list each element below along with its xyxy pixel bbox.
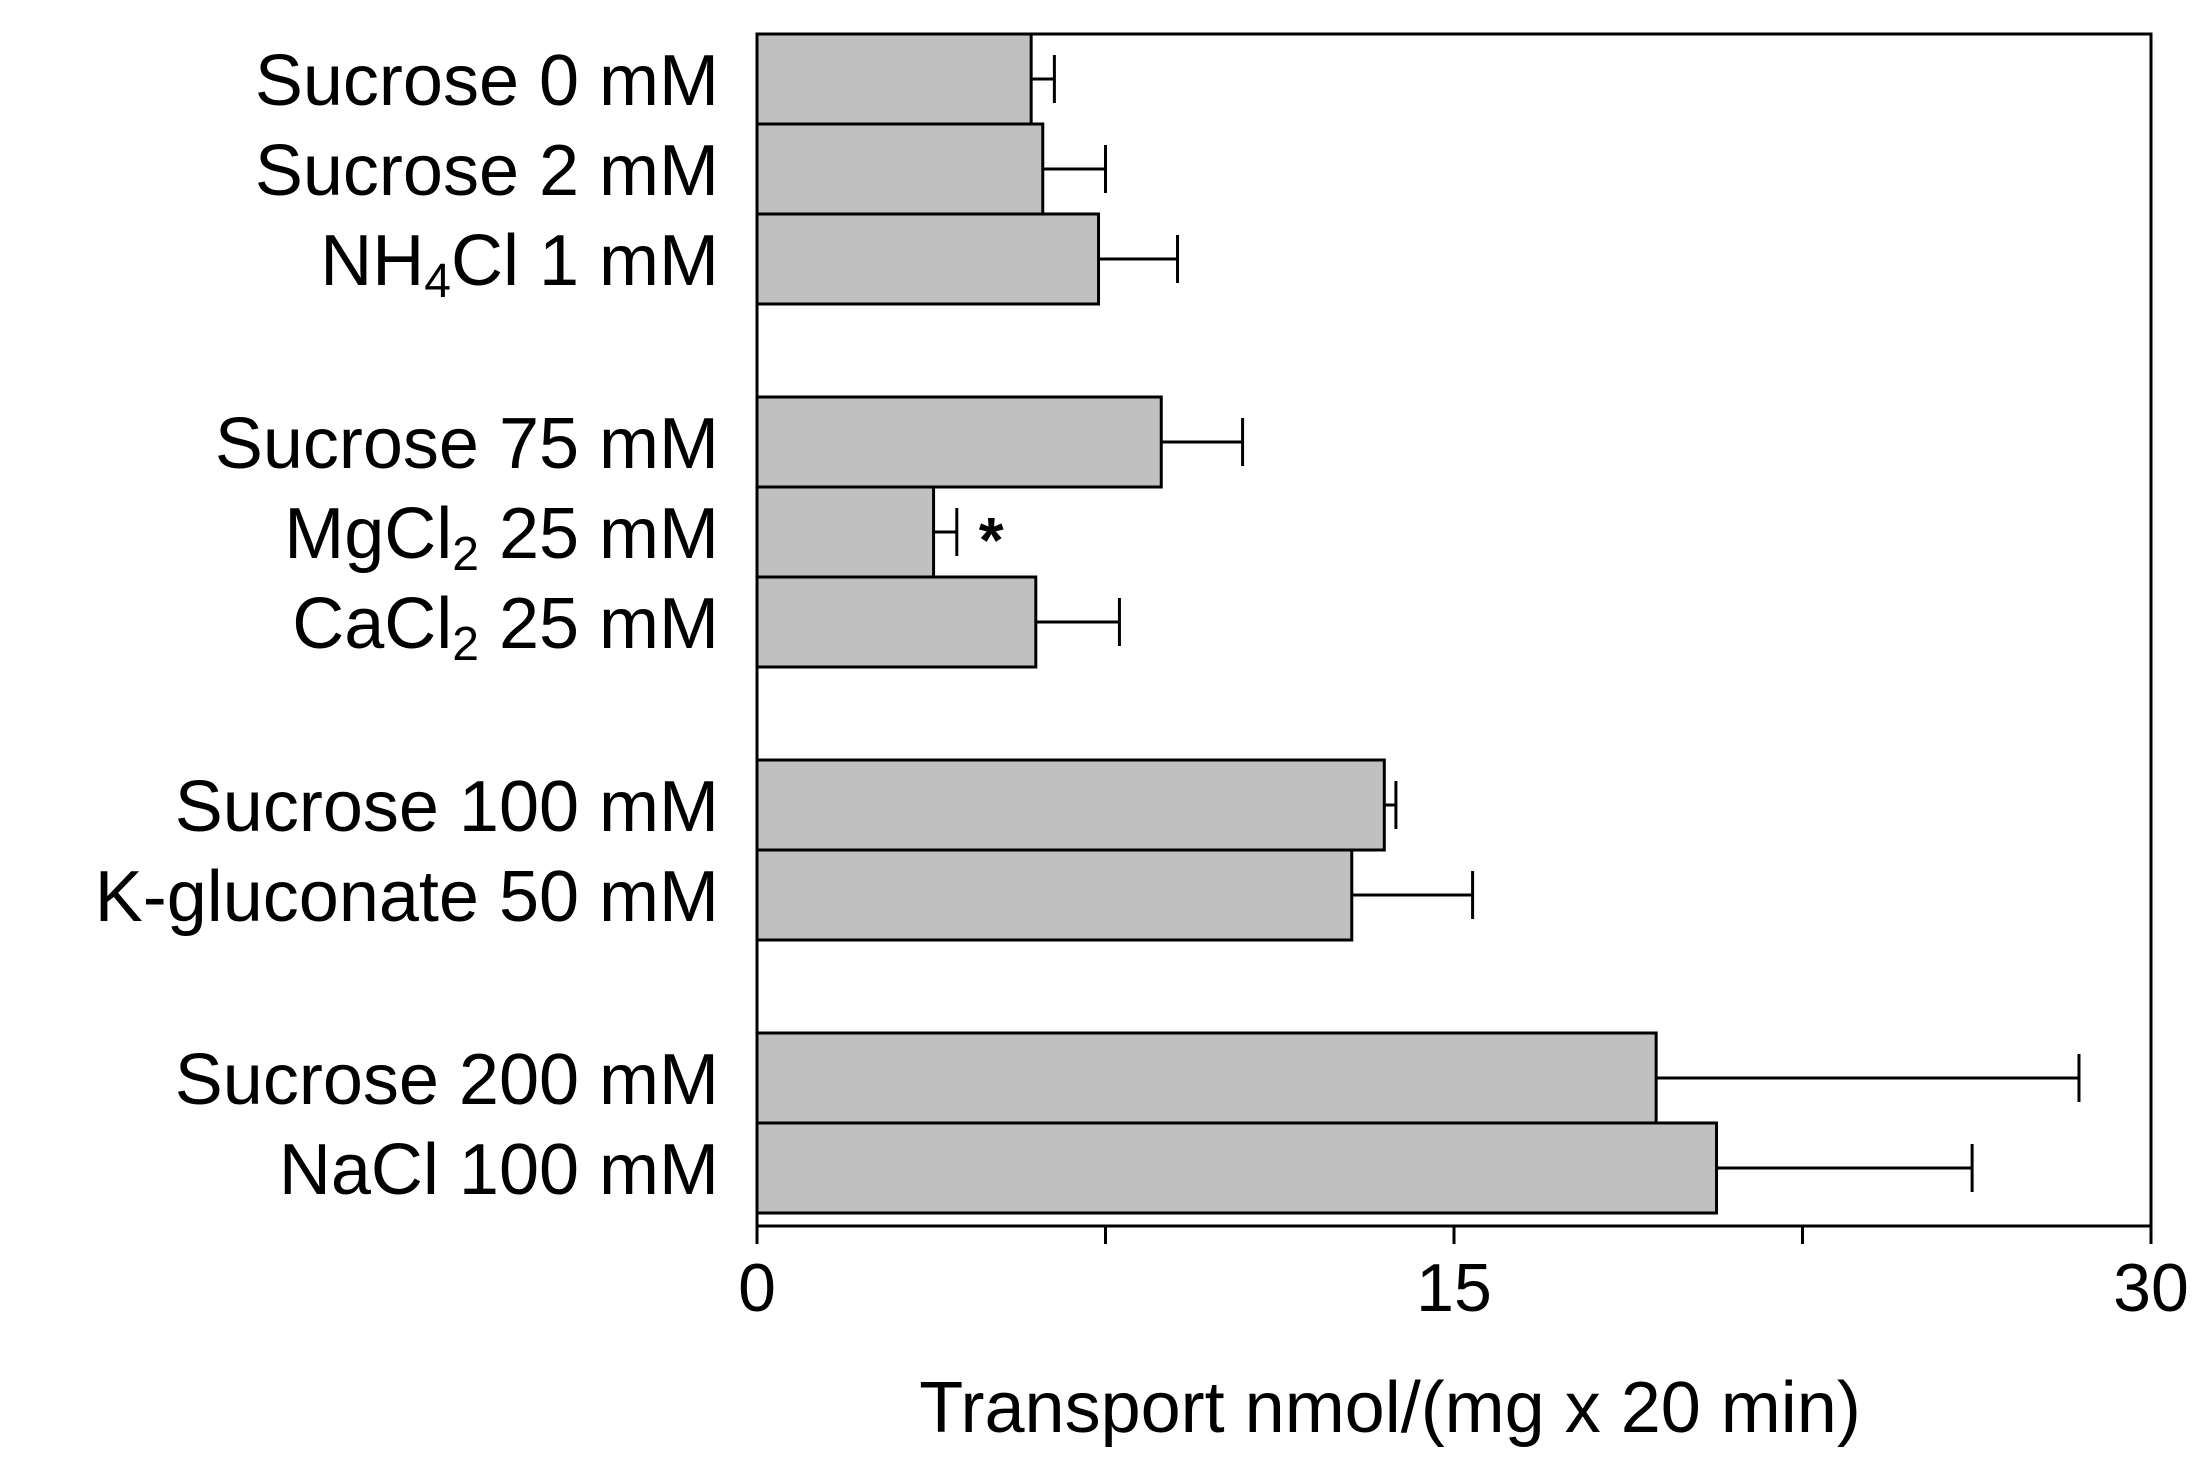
category-labels-layer: Sucrose 0 mM Sucrose 2 mM NH4Cl 1 mM Sucros… xyxy=(95,41,719,1210)
x-axis-title: Transport nmol/(mg x 20 min) xyxy=(919,1368,1861,1448)
bar-cacl2-25-mm xyxy=(755,575,1038,669)
bar-nacl-100-mm xyxy=(755,1121,1719,1215)
significance-mark: * xyxy=(979,504,1004,576)
bar-sucrose-200-mm xyxy=(755,1031,1658,1125)
label-text: 25 mM xyxy=(479,584,719,664)
label-subscript: 2 xyxy=(452,528,479,581)
x-tick-label: 0 xyxy=(738,1250,776,1326)
bar-k-gluconate-50-mm xyxy=(755,848,1354,942)
category-label-sucrose-200-mm: Sucrose 200 mM xyxy=(175,1040,719,1120)
error-bars-layer: * xyxy=(933,55,2081,1192)
label-text: Cl 1 mM xyxy=(451,221,719,301)
category-label-mgcl2-25-mm: MgCl2 25 mM xyxy=(284,494,719,581)
category-label-nh4cl-1-mm: NH4Cl 1 mM xyxy=(320,221,719,308)
bar-sucrose-100-mm xyxy=(755,758,1386,852)
label-text: CaCl xyxy=(292,584,452,664)
category-label-sucrose-2-mm: Sucrose 2 mM xyxy=(255,131,719,211)
x-tick-label: 15 xyxy=(1416,1250,1492,1326)
label-text: NH xyxy=(320,221,424,301)
label-text: MgCl xyxy=(284,494,452,574)
category-label-cacl2-25-mm: CaCl2 25 mM xyxy=(292,584,719,671)
label-subscript: 4 xyxy=(424,255,451,308)
category-label-sucrose-75-mm: Sucrose 75 mM xyxy=(215,404,719,484)
label-subscript: 2 xyxy=(452,618,479,671)
category-label-sucrose-100-mm: Sucrose 100 mM xyxy=(175,767,719,847)
x-axis-ticks-layer: 0 15 30 xyxy=(738,1226,2189,1326)
bar-sucrose-2-mm xyxy=(755,122,1045,216)
bar-nh4cl-1-mm xyxy=(755,212,1101,306)
category-label-nacl-100-mm: NaCl 100 mM xyxy=(279,1130,719,1210)
bars-layer xyxy=(755,32,1719,1215)
bar-mgcl2-25-mm xyxy=(755,485,936,579)
category-label-k-gluconate-50-mm: K-gluconate 50 mM xyxy=(95,857,719,937)
category-label-sucrose-0-mm: Sucrose 0 mM xyxy=(255,41,719,121)
x-tick-label: 30 xyxy=(2113,1250,2189,1326)
label-text: 25 mM xyxy=(479,494,719,574)
bar-sucrose-0-mm xyxy=(755,32,1033,126)
bar-sucrose-75-mm xyxy=(755,395,1163,489)
